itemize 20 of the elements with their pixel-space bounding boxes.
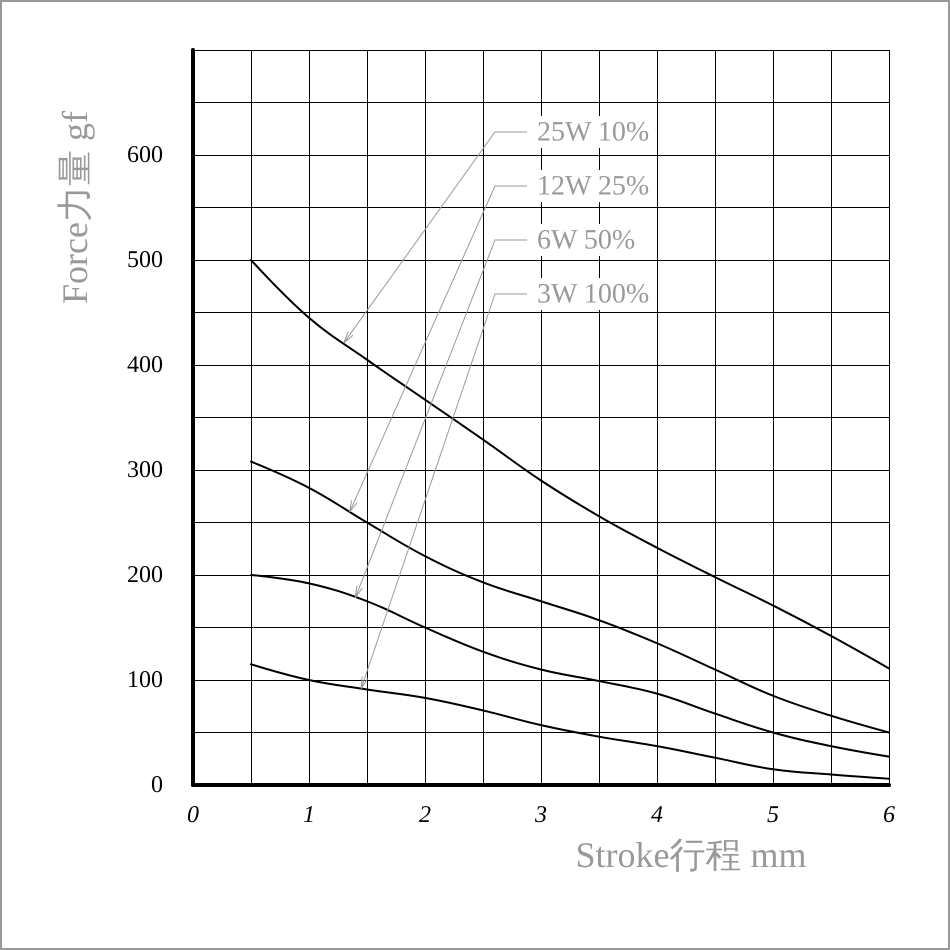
x-tick-label: 5 xyxy=(767,802,779,828)
y-tick-label: 200 xyxy=(127,562,163,588)
y-tick-label: 0 xyxy=(151,772,163,798)
y-tick-label: 100 xyxy=(127,667,163,693)
text: 25W 10% xyxy=(537,116,650,148)
y-tick-label: 400 xyxy=(127,352,163,378)
text: 3W 100% xyxy=(537,278,650,310)
y-tick-label: 600 xyxy=(127,142,163,168)
x-tick-label: 0 xyxy=(187,802,199,828)
y-tick-label: 300 xyxy=(127,457,163,483)
y-axis-title: Force力量 gf xyxy=(55,111,95,304)
x-tick-label: 4 xyxy=(651,802,663,828)
text: 6W 50% xyxy=(537,224,636,256)
x-tick-label: 2 xyxy=(419,802,431,828)
x-tick-label: 1 xyxy=(303,802,315,828)
x-tick-label: 3 xyxy=(534,802,547,828)
y-tick-label: 500 xyxy=(127,247,163,273)
x-axis-title: Stroke行程 mm xyxy=(576,835,806,875)
x-tick-label: 6 xyxy=(883,802,895,828)
text: 12W 25% xyxy=(537,170,650,202)
